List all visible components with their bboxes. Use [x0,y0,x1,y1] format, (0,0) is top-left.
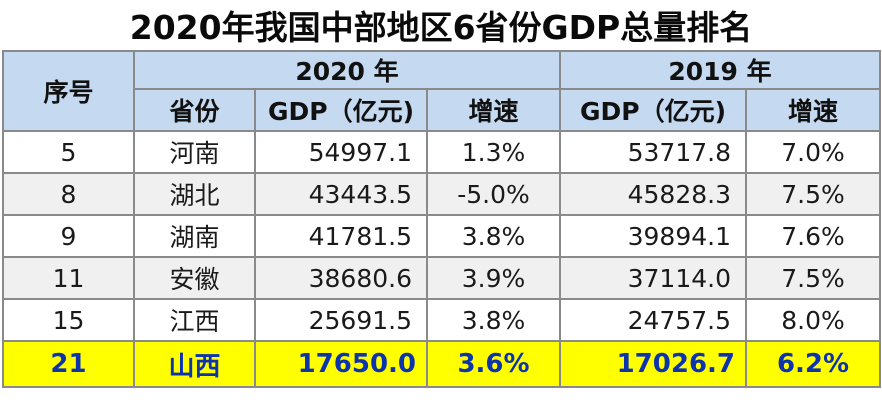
gdp-2019-header: GDP（亿元) [559,88,748,132]
gdp-2019-cell: 24757.5 [559,298,748,342]
growth-2020-cell: 1.3% [425,130,562,174]
growth-2020-header: 增速 [425,88,562,132]
growth-2019-cell: 6.2% [745,340,882,388]
growth-2019-cell: 7.5% [745,256,882,300]
rank-cell: 11 [2,256,135,300]
rank-cell: 8 [2,172,135,216]
rank-header: 序号 [2,50,135,132]
growth-2020-cell: -5.0% [425,172,562,216]
gdp-2020-cell: 41781.5 [254,214,428,258]
province-header: 省份 [133,88,256,132]
gdp-ranking-table: 序号 2020 年 2019 年 省份 GDP（亿元) 增速 GDP（亿元) 增… [2,50,882,388]
province-cell: 安徽 [133,256,256,300]
year-2020-header: 2020 年 [132,50,562,90]
gdp-2020-cell: 17650.0 [254,340,428,388]
growth-2019-cell: 7.6% [745,214,882,258]
province-cell: 山西 [133,340,256,388]
growth-2019-cell: 8.0% [745,298,882,342]
province-cell: 湖南 [133,214,256,258]
growth-2020-cell: 3.6% [425,340,562,388]
growth-2020-cell: 3.8% [425,214,562,258]
gdp-2019-cell: 45828.3 [559,172,748,216]
table-row: 8 湖北 43443.5 -5.0% 45828.3 7.5% [2,172,882,216]
page-title: 2020年我国中部地区6省份GDP总量排名 [129,8,753,47]
table-row: 9 湖南 41781.5 3.8% 39894.1 7.6% [2,214,882,258]
rank-cell: 15 [2,298,135,342]
gdp-2019-cell: 39894.1 [559,214,748,258]
gdp-2020-cell: 43443.5 [254,172,428,216]
rank-cell: 5 [2,130,135,174]
gdp-2019-cell: 17026.7 [559,340,748,388]
gdp-2020-cell: 25691.5 [254,298,428,342]
table-row: 15 江西 25691.5 3.8% 24757.5 8.0% [2,298,882,342]
rank-cell: 9 [2,214,135,258]
year-2019-header: 2019 年 [559,50,882,90]
table-row: 11 安徽 38680.6 3.9% 37114.0 7.5% [2,256,882,300]
gdp-2019-cell: 53717.8 [559,130,748,174]
table-row: 5 河南 54997.1 1.3% 53717.8 7.0% [2,130,882,174]
growth-2020-cell: 3.9% [425,256,562,300]
gdp-2020-cell: 54997.1 [254,130,428,174]
growth-2019-header: 增速 [745,88,882,132]
growth-2019-cell: 7.5% [745,172,882,216]
gdp-2020-header: GDP（亿元) [254,88,428,132]
rank-cell: 21 [2,340,135,388]
province-cell: 江西 [133,298,256,342]
gdp-2020-cell: 38680.6 [254,256,428,300]
province-cell: 河南 [133,130,256,174]
growth-2019-cell: 7.0% [745,130,882,174]
province-cell: 湖北 [133,172,256,216]
growth-2020-cell: 3.8% [425,298,562,342]
highlighted-row: 21 山西 17650.0 3.6% 17026.7 6.2% [2,340,882,388]
gdp-2019-cell: 37114.0 [559,256,748,300]
